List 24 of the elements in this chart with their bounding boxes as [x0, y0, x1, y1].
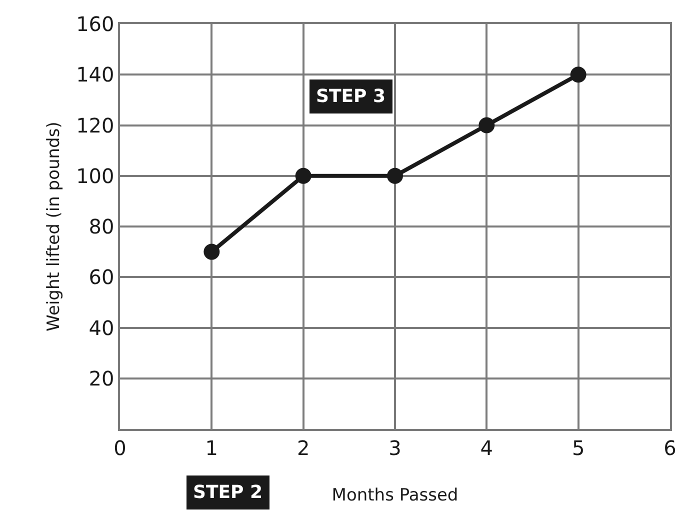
y-tick-label: 140 — [76, 62, 114, 87]
point — [570, 66, 586, 83]
y-tick-label: 160 — [76, 12, 114, 36]
text: STEP 2 — [193, 482, 263, 503]
x-tick-label: 1 — [205, 436, 218, 460]
annotation: STEP 3 — [316, 86, 386, 107]
point — [295, 168, 312, 184]
y-axis-title: Weight lifted (in pounds) — [44, 122, 64, 332]
y-tick-label: 40 — [88, 316, 114, 340]
x-tick-label: 2 — [296, 436, 310, 460]
x-tick-label: 0 — [114, 436, 126, 460]
x-axis-title: Months Passed — [332, 486, 458, 506]
x-tick-label: 3 — [388, 436, 402, 460]
point — [387, 168, 403, 184]
x-tick-label: 4 — [480, 436, 494, 460]
point — [204, 244, 220, 260]
x-tick-label: 6 — [664, 436, 676, 460]
y-tick-label: 120 — [76, 113, 114, 138]
y-tick-label: 80 — [88, 214, 114, 238]
point — [478, 117, 495, 134]
x-tick-label: 5 — [572, 436, 585, 460]
y-tick-label: 60 — [88, 265, 114, 290]
y-tick-label: 100 — [76, 164, 114, 188]
y-tick-label: 20 — [88, 366, 114, 390]
